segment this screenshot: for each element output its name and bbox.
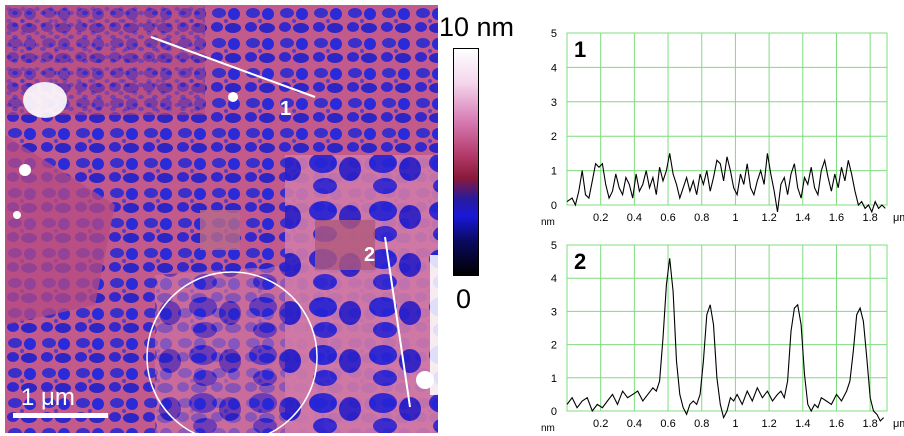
y-tick-label: 3 xyxy=(551,97,557,109)
y-tick-label: 1 xyxy=(551,166,557,178)
x-tick-label: 0.6 xyxy=(660,212,675,224)
colorbar-min-label: 0 xyxy=(456,284,472,314)
profile-series-line xyxy=(566,258,884,422)
afm-image: 1 2 1 μm xyxy=(5,5,438,433)
panel-label: 2 xyxy=(574,249,586,274)
x-axis-label: μm xyxy=(893,212,904,224)
x-tick-label: 1 xyxy=(732,212,738,224)
y-tick-label: 0 xyxy=(551,200,557,212)
x-tick-label: 1 xyxy=(732,418,738,430)
height-colorbar xyxy=(453,48,479,276)
x-axis-label: μm xyxy=(893,418,904,430)
plot-frame xyxy=(566,32,888,206)
x-tick-label: 0.6 xyxy=(660,418,675,430)
line-label-1: 1 xyxy=(280,98,291,120)
line-label-2: 2 xyxy=(364,244,375,266)
x-tick-label: 0.4 xyxy=(627,418,642,430)
y-tick-label: 2 xyxy=(551,340,557,352)
height-profile-chart-2: 0.2 0.4 0.6 0.8 1 1.2 1.4 1.6 1.8 0 1 2 3 4 5 2 μm nm xyxy=(541,240,904,434)
x-tick-label: 0.2 xyxy=(593,212,608,224)
y-tick-label: 0 xyxy=(551,406,557,418)
y-tick-label: 5 xyxy=(551,240,557,252)
highlight-circle xyxy=(146,271,318,433)
x-tick-label: 1.2 xyxy=(761,212,776,224)
y-tick-label: 5 xyxy=(551,28,557,40)
y-tick-label: 2 xyxy=(551,131,557,143)
colorbar-max-label: 10 nm xyxy=(439,12,515,42)
y-tick-label: 4 xyxy=(551,62,557,74)
scale-bar-label: 1 μm xyxy=(21,384,75,411)
scale-bar xyxy=(13,413,108,418)
x-tick-label: 0.8 xyxy=(694,418,709,430)
y-axis-label: nm xyxy=(541,423,555,434)
profile-line-2 xyxy=(384,236,411,408)
x-tick-label: 1.4 xyxy=(795,418,810,430)
x-tick-label: 1.2 xyxy=(761,418,776,430)
plot-frame xyxy=(566,244,888,412)
x-tick-label: 1.6 xyxy=(829,212,844,224)
height-profile-chart-1: 0.2 0.4 0.6 0.8 1 1.2 1.4 1.6 1.8 0 1 2 3 4 5 1 μm nm xyxy=(541,28,904,228)
profile-series-line xyxy=(566,153,886,214)
x-tick-label: 1.8 xyxy=(863,418,878,430)
y-tick-label: 1 xyxy=(551,373,557,385)
profile-line-1 xyxy=(150,36,316,98)
x-tick-label: 0.4 xyxy=(627,212,642,224)
x-tick-label: 0.8 xyxy=(694,212,709,224)
y-tick-label: 4 xyxy=(551,273,557,285)
panel-label: 1 xyxy=(574,37,586,62)
y-axis-label: nm xyxy=(541,217,555,228)
x-tick-label: 1.4 xyxy=(795,212,810,224)
x-tick-label: 1.6 xyxy=(829,418,844,430)
x-tick-label: 0.2 xyxy=(593,418,608,430)
x-tick-label: 1.8 xyxy=(863,212,878,224)
y-tick-label: 3 xyxy=(551,306,557,318)
